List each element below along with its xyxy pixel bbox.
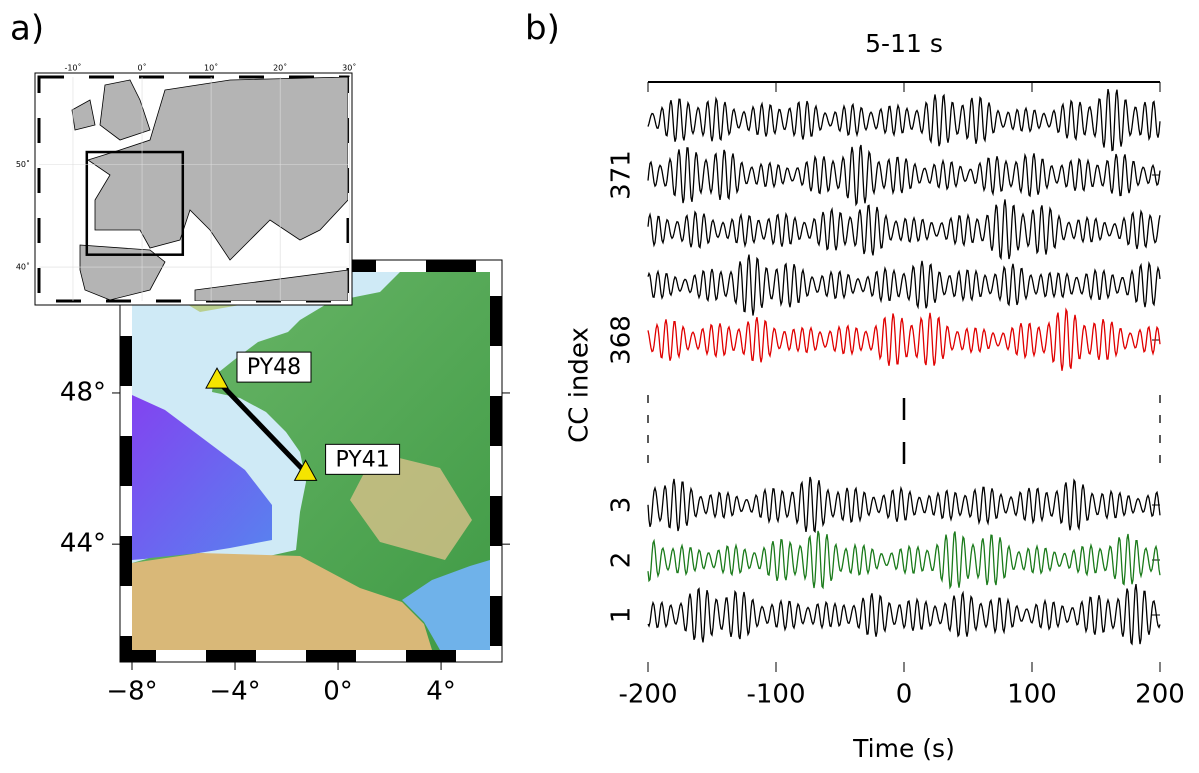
inset-y-tick-label: 50˚: [16, 159, 30, 169]
x-tick-label: −8°: [106, 677, 157, 707]
map-relief: [132, 272, 490, 650]
trace: [647, 144, 1161, 207]
y-tick-label: 2: [607, 552, 637, 569]
trace: [647, 254, 1161, 316]
panel-label: b): [525, 9, 560, 49]
y-axis-label: CC index: [565, 327, 595, 443]
map-frame: [120, 260, 502, 662]
x-tick-label: 4°: [426, 677, 456, 707]
inset-x-tick-label: 30˚: [342, 63, 356, 73]
x-axis-label: Time (s): [852, 734, 955, 763]
trace: [647, 307, 1161, 371]
inset-x-tick-label: 10˚: [204, 63, 218, 73]
station-label-box: [236, 351, 312, 383]
x-tick-label: -100: [746, 680, 805, 710]
trace: [647, 476, 1161, 534]
inset-x-tick-label: 20˚: [273, 63, 287, 73]
y-tick-label: 1: [607, 607, 637, 624]
chart-title: 5-11 s: [865, 29, 943, 58]
y-tick-label: 368: [607, 315, 637, 365]
station-label: PY41: [335, 447, 389, 472]
break-marks: [647, 395, 1161, 470]
trace: [647, 88, 1161, 152]
station: [205, 367, 229, 389]
x-tick-label: −4°: [209, 677, 260, 707]
y-tick-label: 371: [607, 150, 637, 200]
x-tick-label: 200: [1135, 680, 1185, 710]
inset-land: [71, 77, 348, 301]
inset-x-tick-label: -10˚: [64, 63, 81, 73]
inset-y-tick-label: 40˚: [16, 262, 30, 272]
x-tick-label: 0: [896, 680, 913, 710]
trace: [647, 199, 1161, 261]
panel-label: a): [10, 9, 44, 49]
x-tick-label: 100: [1007, 680, 1057, 710]
station: [293, 459, 318, 481]
inset-x-tick-label: 0˚: [138, 63, 147, 73]
y-tick-label: 48°: [60, 377, 106, 407]
y-tick-label: 3: [607, 497, 637, 514]
trace: [647, 530, 1161, 590]
trace: [647, 583, 1161, 646]
station-label-box: [325, 443, 401, 475]
y-tick-label: 44°: [60, 529, 106, 559]
x-tick-label: -200: [618, 680, 677, 710]
study-region: [85, 150, 185, 256]
x-tick-label: 0°: [323, 677, 353, 707]
profile-line: [215, 378, 308, 475]
station-label: PY48: [247, 355, 301, 380]
